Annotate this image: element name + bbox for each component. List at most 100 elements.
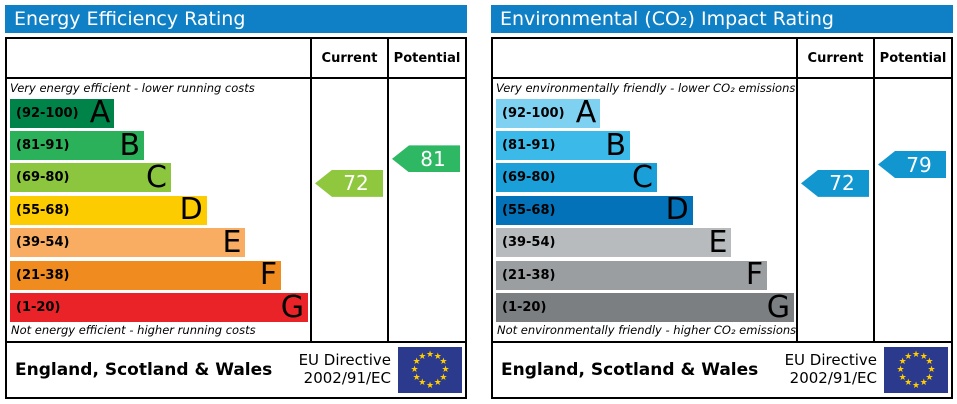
rating-bands: (92-100) A (81-91) B (69-80) C (55-68) D (39-54)… xyxy=(10,97,308,324)
band-bar-a: (92-100) A xyxy=(10,98,115,128)
eu-flag-star: ★ xyxy=(896,365,905,375)
rating-bands: (92-100) A (81-91) B (69-80) C (55-68) D (39-54)… xyxy=(496,97,794,324)
band-row-c: (69-80) C xyxy=(10,162,308,194)
band-range-label: (21-38) xyxy=(16,267,70,283)
band-grade-letter: B xyxy=(605,127,627,163)
eu-flag-star: ★ xyxy=(426,380,435,391)
eu-flag-star: ★ xyxy=(433,378,442,389)
table-footer-row: England, Scotland & Wales EU Directive 2… xyxy=(7,341,465,397)
table-body-row: Very environmentally friendly - lower CO… xyxy=(493,79,951,341)
panel-title: Environmental (CO₂) Impact Rating xyxy=(491,5,953,33)
eu-flag-star: ★ xyxy=(919,351,928,362)
band-grade-letter: E xyxy=(708,224,728,260)
band-range-label: (21-38) xyxy=(502,267,556,283)
eu-flag-star: ★ xyxy=(433,351,442,362)
eu-flag-star: ★ xyxy=(927,365,936,375)
band-grade-letter: F xyxy=(745,257,764,293)
band-range-label: (81-91) xyxy=(16,138,70,154)
eu-flag-icon: ★ ★ ★ ★ ★ ★ ★ ★ ★ ★ ★ ★ xyxy=(884,347,948,393)
band-bar-f: (21-38) F xyxy=(10,257,282,293)
band-row-b: (81-91) B xyxy=(496,129,794,161)
eu-directive-line2: 2002/91/EC xyxy=(303,369,391,387)
band-grade-letter: B xyxy=(119,127,141,163)
eu-flag-star: ★ xyxy=(439,357,448,368)
eu-directive-line1: EU Directive xyxy=(784,351,877,370)
eu-flag-star: ★ xyxy=(418,378,427,389)
header-spacer-cell xyxy=(493,39,796,77)
eu-flag-star: ★ xyxy=(912,349,921,360)
eu-flag-star: ★ xyxy=(412,372,421,383)
band-row-c: (69-80) C xyxy=(496,162,794,194)
band-grade-letter: E xyxy=(222,224,242,260)
potential-column: 81 xyxy=(387,79,465,341)
eu-flag-star: ★ xyxy=(418,351,427,362)
band-range-label: (92-100) xyxy=(502,105,565,121)
eu-directive-label: EU Directive 2002/91/EC xyxy=(785,352,877,387)
current-column: 72 xyxy=(310,79,387,341)
band-grade-letter: F xyxy=(259,257,278,293)
table-header-row: Current Potential xyxy=(493,39,951,79)
band-row-d: (55-68) D xyxy=(10,194,308,226)
eu-flag-icon: ★ ★ ★ ★ ★ ★ ★ ★ ★ ★ ★ ★ xyxy=(398,347,462,393)
eu-flag-star: ★ xyxy=(441,365,450,375)
band-range-label: (1-20) xyxy=(502,300,547,316)
header-spacer-cell xyxy=(7,39,310,77)
current-column-header: Current xyxy=(310,39,387,77)
eu-flag-star: ★ xyxy=(925,372,934,383)
band-row-a: (92-100) A xyxy=(10,97,308,129)
band-bar-c: (69-80) C xyxy=(496,159,657,195)
panel-title: Energy Efficiency Rating xyxy=(5,5,467,33)
eu-directive-line2: 2002/91/EC xyxy=(789,369,877,387)
eu-flag-star: ★ xyxy=(426,349,435,360)
band-bar-e: (39-54) E xyxy=(10,224,246,260)
band-row-g: (1-20) G xyxy=(496,291,794,323)
bands-chart-area: Very environmentally friendly - lower CO… xyxy=(493,79,796,341)
band-row-g: (1-20) G xyxy=(10,291,308,323)
bands-chart-area: Very energy efficient - lower running co… xyxy=(7,79,310,341)
band-bar-b: (81-91) B xyxy=(10,127,145,163)
band-grade-letter: C xyxy=(631,159,653,195)
eu-flag-star: ★ xyxy=(925,357,934,368)
band-bar-b: (81-91) B xyxy=(496,127,631,163)
eu-directive-line1: EU Directive xyxy=(298,351,391,370)
current-rating-arrow: 72 xyxy=(315,169,383,197)
eu-flag-star: ★ xyxy=(912,380,921,391)
potential-column-header: Potential xyxy=(873,39,951,77)
band-grade-letter: D xyxy=(665,192,689,228)
eu-flag-star: ★ xyxy=(904,378,913,389)
band-bar-g: (1-20) G xyxy=(496,289,794,325)
bottom-caption: Not energy efficient - higher running co… xyxy=(11,323,256,337)
energy-efficiency-panel: Energy Efficiency Rating Current Potenti… xyxy=(5,5,467,399)
current-column-header: Current xyxy=(796,39,873,77)
band-row-d: (55-68) D xyxy=(496,194,794,226)
eu-flag-star: ★ xyxy=(904,351,913,362)
bottom-caption: Not environmentally friendly - higher CO… xyxy=(497,323,796,337)
band-grade-letter: D xyxy=(179,192,203,228)
eu-flag-star: ★ xyxy=(898,357,907,368)
table-footer-row: England, Scotland & Wales EU Directive 2… xyxy=(493,341,951,397)
region-label: England, Scotland & Wales xyxy=(501,360,759,380)
band-range-label: (1-20) xyxy=(16,300,61,316)
band-grade-letter: G xyxy=(766,289,790,325)
potential-column: 79 xyxy=(873,79,951,341)
rating-table: Current Potential Very environmentally f… xyxy=(491,37,953,399)
band-range-label: (39-54) xyxy=(502,235,556,251)
band-grade-letter: A xyxy=(575,95,597,131)
eu-flag-star: ★ xyxy=(898,372,907,383)
eu-directive-label: EU Directive 2002/91/EC xyxy=(299,352,391,387)
current-rating-arrow: 72 xyxy=(801,169,869,197)
band-bar-f: (21-38) F xyxy=(496,257,768,293)
eu-flag-star: ★ xyxy=(412,357,421,368)
band-range-label: (92-100) xyxy=(16,105,79,121)
potential-rating-arrow: 79 xyxy=(878,151,946,178)
potential-column-header: Potential xyxy=(387,39,465,77)
band-row-a: (92-100) A xyxy=(496,97,794,129)
band-row-f: (21-38) F xyxy=(496,259,794,291)
band-grade-letter: G xyxy=(280,289,304,325)
band-range-label: (69-80) xyxy=(16,170,70,186)
top-caption: Very environmentally friendly - lower CO… xyxy=(496,81,796,95)
band-bar-d: (55-68) D xyxy=(496,192,693,228)
table-body-row: Very energy efficient - lower running co… xyxy=(7,79,465,341)
eu-flag-star: ★ xyxy=(439,372,448,383)
